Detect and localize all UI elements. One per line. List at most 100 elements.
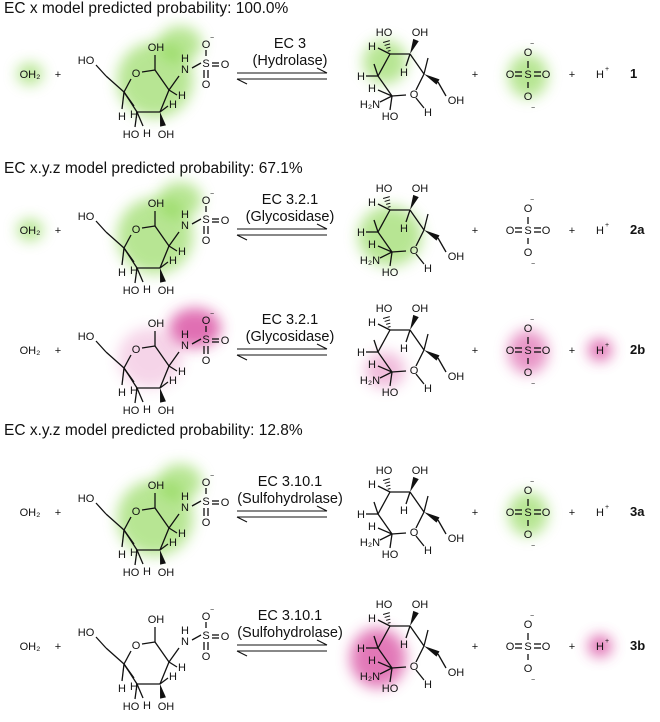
hash-stroke (387, 488, 391, 490)
amino-label: H₂N (360, 255, 380, 267)
sulfate-o-top-label: O (524, 485, 533, 497)
ring-h-label: H (130, 109, 138, 121)
bond-line (379, 371, 393, 379)
bond-line (168, 75, 180, 91)
hash-stroke (386, 202, 391, 205)
ec-number: EC 3.2.1 (261, 312, 319, 328)
bond-line (377, 527, 393, 535)
sulfate-o-right-label: O (542, 507, 551, 519)
bond-line (409, 625, 425, 647)
ring-h-label: H (424, 263, 432, 275)
sulfamate-highlight (158, 26, 202, 62)
enzyme-name: (Sulfohydrolase) (237, 491, 343, 507)
sulfamate-highlight (169, 308, 221, 348)
bond-line (105, 513, 125, 531)
sulfate-o-left-label: O (506, 345, 515, 357)
water-label: OH₂ (20, 507, 41, 519)
hydroxyl-label: HO (382, 387, 399, 399)
bond-line (123, 663, 135, 679)
hash-stroke (382, 40, 390, 43)
enzyme-name: (Sulfohydrolase) (237, 625, 343, 641)
water-label: OH₂ (20, 345, 41, 357)
hydroxyl-label: HO (123, 567, 140, 579)
bond-line (159, 245, 170, 269)
bond-line (134, 267, 138, 284)
amide-h-label: H (181, 625, 189, 637)
ring-h-label: H (169, 537, 177, 549)
bond-line (121, 247, 125, 266)
sulfonate-o-right-label: O (221, 497, 230, 509)
hydroxyl-label: OH (412, 303, 429, 315)
bond-line (377, 231, 393, 253)
bond-line (389, 95, 393, 111)
sulfur-label: S (524, 345, 531, 357)
ring-h-label: H (130, 681, 138, 693)
sulfonate-o-right-label: O (221, 335, 230, 347)
anomeric-oh-label: OH (148, 318, 165, 330)
amino-label: H₂N (360, 375, 380, 387)
charge-minus-label: − (530, 479, 534, 486)
bond-line (415, 373, 425, 385)
hydroxyl-label: HO (376, 599, 393, 611)
charge-minus-label: − (210, 35, 214, 42)
wedge-bond (160, 268, 166, 283)
sulfur-label: S (202, 496, 209, 508)
sulfur-label: S (202, 334, 209, 346)
enzyme-class-label: EC 3.2.1 (Glycosidase) (225, 312, 355, 346)
sulfate-o-left-label: O (506, 507, 515, 519)
amide-h-label: H (181, 53, 189, 65)
plus-sign: + (55, 507, 61, 519)
hydroxyl-label: HO (382, 267, 399, 279)
bond-line (168, 351, 180, 367)
sulfur-label: S (202, 630, 209, 642)
ring-h-label: H (143, 128, 151, 140)
hydroxyl-label: HO (376, 303, 393, 315)
ring-oxygen-label: O (410, 245, 419, 257)
bond-line (389, 251, 393, 267)
charge-minus-label: − (210, 607, 214, 614)
hash-stroke (387, 326, 391, 328)
ring-h-label: H (357, 227, 365, 239)
proton-charge-label: + (605, 638, 609, 645)
ring-h-label: H (130, 385, 138, 397)
bond-line (377, 513, 393, 535)
proton-charge-label: + (605, 504, 609, 511)
bond-line (191, 62, 202, 69)
sulfur-label: S (524, 507, 531, 519)
bond-line (391, 370, 407, 373)
sulfate-o-bottom-label: O (524, 663, 533, 675)
enzyme-name: (Glycosidase) (245, 329, 335, 345)
reverse-arrow-head (236, 354, 248, 361)
bond-line (136, 683, 144, 699)
bond-line (391, 250, 407, 253)
wedge-bond (160, 112, 166, 127)
bond-line (405, 209, 411, 223)
bond-line (168, 647, 180, 663)
water-highlight (17, 219, 43, 241)
hydroxyl-label: HO (382, 683, 399, 695)
sulfonate-o-top-label: O (202, 611, 211, 623)
hydroxymethyl-label: HO (78, 211, 95, 223)
enzyme-class-label: EC 3 (Hydrolase) (225, 36, 355, 70)
ring-oxygen-label: O (410, 661, 419, 673)
enzyme-class-label: EC 3.10.1 (Sulfohydrolase) (225, 608, 355, 642)
sulfate-o-bottom-label: O (524, 367, 533, 379)
sulfonate-o-bottom-label: O (202, 235, 211, 247)
hash-stroke (384, 43, 391, 46)
bond-line (123, 516, 132, 531)
ring-h-label: H (368, 83, 376, 95)
hydroxyl-label: HO (123, 129, 140, 141)
hash-stroke (382, 196, 390, 199)
proton-highlight (588, 635, 612, 657)
ec-number: EC 3.10.1 (257, 608, 323, 624)
bond-line (377, 351, 393, 373)
water-label: OH₂ (20, 69, 41, 81)
bond-line (377, 647, 393, 669)
hash-stroke (387, 622, 391, 624)
ring-h-label: H (118, 549, 126, 561)
ring-h-label: H (400, 639, 408, 651)
bond-line (423, 333, 429, 351)
